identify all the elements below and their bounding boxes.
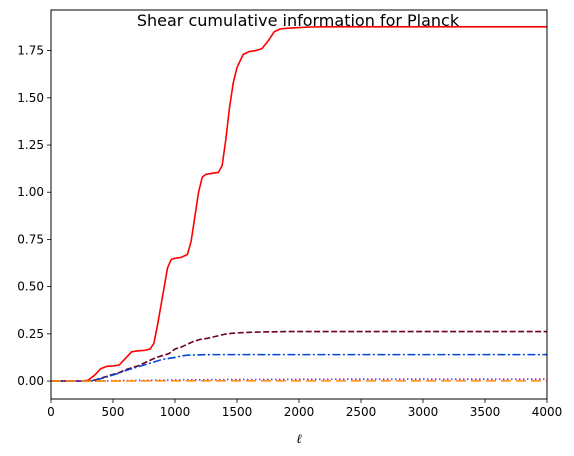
y-axis: 0.00 0.25 0.50 0.75 1.00 1.25 1.50 1.75 [17,44,51,388]
x-axis: 0 500 1000 1500 2000 2500 3000 3500 4000 [47,399,562,419]
series-layer [51,26,547,382]
x-tick-label: 3500 [470,405,501,419]
x-tick-label: 1500 [222,405,253,419]
x-tick-label: 4000 [532,405,563,419]
chart-title: Shear cumulative information for Planck [137,11,460,30]
series-line-4 [51,378,547,382]
y-tick-label: 1.00 [17,185,44,199]
series-line-3 [51,353,547,382]
y-tick-label: 1.25 [17,138,44,152]
y-tick-label: 0.75 [17,232,44,246]
x-tick-label: 2500 [346,405,377,419]
series-line-1 [51,26,547,382]
x-tick-label: 3000 [408,405,439,419]
y-tick-label: 0.25 [17,327,44,341]
x-axis-label: ℓ [296,432,302,447]
y-tick-label: 0.50 [17,280,44,294]
x-tick-label: 0 [47,405,55,419]
x-tick-label: 1000 [160,405,191,419]
y-tick-label: 1.50 [17,91,44,105]
series-line-2 [51,330,547,382]
x-tick-label: 500 [102,405,125,419]
y-tick-label: 0.00 [17,374,44,388]
plot-frame [50,9,548,400]
x-tick-label: 2000 [284,405,315,419]
y-tick-label: 1.75 [17,44,44,58]
